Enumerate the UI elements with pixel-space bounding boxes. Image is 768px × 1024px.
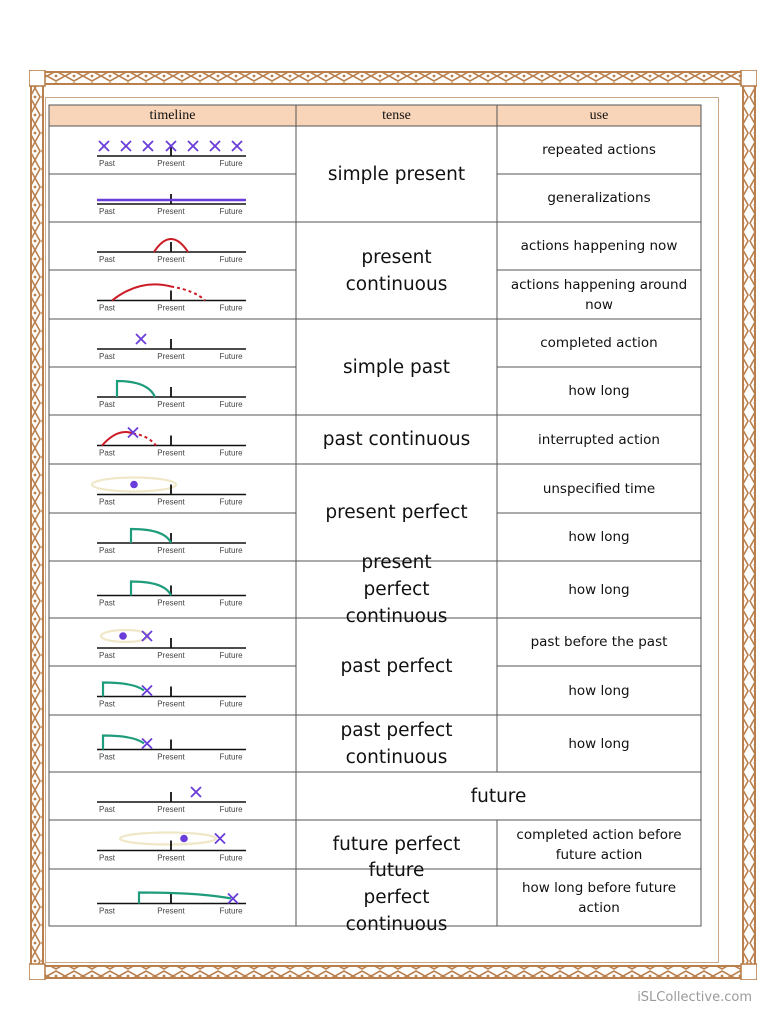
tense-cell: past continuous	[322, 429, 471, 450]
use-cell: actions happening now	[520, 238, 678, 254]
tense-cell: present perfect	[325, 502, 468, 523]
axis-label-future: Future	[219, 546, 243, 555]
axis-label-future: Future	[219, 651, 243, 660]
use-cell: interrupted action	[538, 431, 660, 448]
axis-label-past: Past	[99, 255, 116, 264]
use-cell: how long	[568, 383, 630, 399]
axis-label-past: Past	[99, 400, 116, 409]
axis-label-past: Past	[99, 805, 116, 814]
axis-label-present: Present	[157, 907, 185, 916]
tense-cell: present continuous	[345, 246, 448, 295]
axis-label-present: Present	[157, 159, 185, 168]
use-cell: completed action	[540, 335, 658, 351]
future-x-timeline-icon: Past Present Future	[97, 786, 246, 814]
axis-label-present: Present	[157, 651, 185, 660]
axis-label-present: Present	[157, 400, 185, 409]
unspecified-dot-timeline-icon: Past Present Future	[90, 476, 246, 507]
column-header-timeline: timeline	[149, 107, 196, 123]
axis-label-present: Present	[157, 753, 185, 762]
axis-label-future: Future	[219, 207, 243, 216]
axis-label-present: Present	[157, 449, 185, 458]
axis-label-past: Past	[99, 159, 116, 168]
use-cell: completed action before future action	[516, 826, 682, 863]
axis-label-future: Future	[219, 352, 243, 361]
inner-frame	[45, 97, 719, 963]
axis-label-present: Present	[157, 352, 185, 361]
use-cell: unspecified time	[542, 480, 656, 497]
duration-to-present-timeline-icon: Past Present Future	[97, 527, 246, 555]
column-header-use: use	[589, 107, 609, 123]
axis-label-past: Past	[99, 207, 116, 216]
decorative-border	[29, 70, 757, 980]
axis-label-future: Future	[219, 400, 243, 409]
axis-label-future: Future	[219, 255, 243, 264]
axis-label-future: Future	[219, 805, 243, 814]
axis-label-present: Present	[157, 599, 185, 608]
use-cell: generalizations	[547, 190, 651, 206]
dot-before-x-timeline-icon: Past Present Future	[97, 628, 246, 660]
axis-label-past: Past	[99, 304, 116, 313]
axis-label-future: Future	[219, 700, 243, 709]
axis-label-past: Past	[99, 498, 116, 507]
duration-to-present-continuous-timeline-icon: Past Present Future	[97, 580, 246, 608]
arc-now-timeline-icon: Past Present Future	[97, 238, 246, 264]
axis-label-past: Past	[99, 352, 116, 361]
tense-cell: future perfect	[332, 834, 461, 855]
axis-label-past: Past	[99, 599, 116, 608]
use-cell: actions happening around now	[510, 276, 688, 313]
axis-label-future: Future	[219, 159, 243, 168]
use-cell: how long	[568, 529, 630, 545]
axis-label-future: Future	[219, 753, 243, 762]
axis-label-past: Past	[99, 700, 116, 709]
axis-label-future: Future	[219, 498, 243, 507]
axis-label-past: Past	[99, 449, 116, 458]
dot-before-future-x-timeline-icon: Past Present Future	[97, 831, 246, 863]
axis-label-future: Future	[219, 854, 243, 863]
axis-label-present: Present	[157, 304, 185, 313]
interrupted-arc-timeline-icon: Past Present Future	[97, 426, 246, 458]
tense-cell: simple past	[343, 356, 450, 378]
axis-label-present: Present	[157, 207, 185, 216]
past-x-timeline-icon: Past Present Future	[97, 333, 246, 361]
tense-cell: future perfect continuous	[345, 860, 448, 935]
axis-label-present: Present	[157, 805, 185, 814]
header-row-bg	[49, 105, 701, 126]
tense-cell: past perfect continuous	[340, 719, 453, 768]
arc-around-now-timeline-icon: Past Present Future	[97, 283, 246, 313]
axis-label-past: Past	[99, 546, 116, 555]
axis-label-present: Present	[157, 255, 185, 264]
axis-label-present: Present	[157, 498, 185, 507]
axis-label-present: Present	[157, 854, 185, 863]
axis-label-past: Past	[99, 651, 116, 660]
use-cell: how long	[568, 735, 630, 752]
axis-label-present: Present	[157, 700, 185, 709]
tense-cell: present perfect continuous	[345, 552, 448, 627]
axis-label-past: Past	[99, 907, 116, 916]
duration-to-x-continuous-timeline-icon: Past Present Future	[97, 734, 246, 762]
use-cell: how long	[568, 581, 630, 598]
axis-label-future: Future	[219, 449, 243, 458]
past-duration-timeline-icon: Past Present Future	[97, 379, 246, 409]
tense-cell: future	[470, 785, 527, 807]
tense-cell: simple present	[327, 163, 466, 185]
use-cell: how long	[568, 682, 630, 699]
column-header-tense: tense	[382, 107, 411, 123]
use-cell: repeated actions	[542, 142, 656, 158]
tense-cell: past perfect	[340, 656, 453, 677]
duration-to-x-timeline-icon: Past Present Future	[97, 681, 246, 709]
axis-label-past: Past	[99, 854, 116, 863]
axis-label-future: Future	[219, 907, 243, 916]
use-cell: how long before future action	[521, 879, 677, 916]
use-cell: past before the past	[530, 634, 668, 650]
repeated-x-timeline-icon: Past Present Future	[97, 140, 246, 168]
continuous-line-timeline-icon: Past Present Future	[97, 194, 246, 216]
duration-to-future-x-timeline-icon: Past Present Future	[97, 891, 246, 916]
axis-label-present: Present	[157, 546, 185, 555]
axis-label-past: Past	[99, 753, 116, 762]
axis-label-future: Future	[219, 599, 243, 608]
watermark: iSLCollective.com	[637, 990, 752, 1005]
axis-label-future: Future	[219, 304, 243, 313]
